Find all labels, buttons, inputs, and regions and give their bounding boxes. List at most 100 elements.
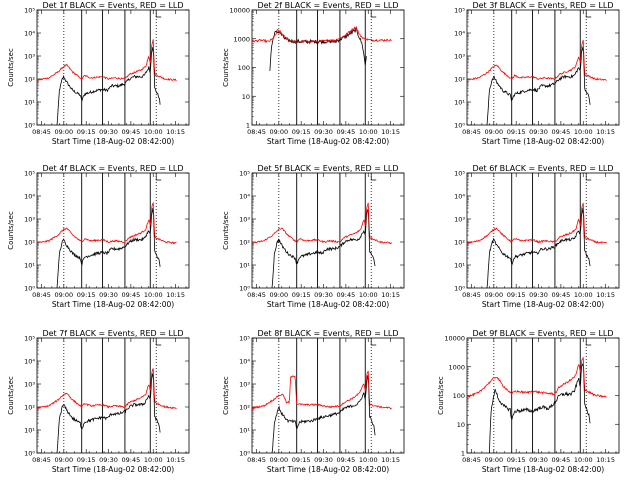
y-tick-label: 10³ (454, 53, 465, 61)
y-tick-label: 10¹ (239, 427, 250, 435)
y-tick-label: 10⁵ (454, 170, 465, 178)
x-tick-label: 09:15 (292, 291, 311, 299)
x-tick-label: 08:45 (32, 128, 51, 136)
x-tick-label: 09:15 (292, 456, 311, 464)
x-tick-label: 08:45 (462, 291, 481, 299)
y-tick-label: 1 (246, 122, 250, 130)
x-axis-label: Start Time (18-Aug-02 08:42:00) (52, 137, 174, 146)
chart-title: Det 8f BLACK = Events, RED = LLD (257, 329, 398, 338)
x-tick-label: 09:00 (484, 128, 503, 136)
y-tick-label: 10⁵ (24, 335, 35, 343)
x-tick-label: 10:15 (381, 456, 400, 464)
y-tick-label: 10⁰ (239, 285, 250, 293)
y-tick-label: 10⁴ (24, 30, 35, 38)
plot-frame (466, 172, 620, 289)
series-lld-red (252, 25, 392, 44)
interval-bracket (585, 173, 592, 181)
x-tick-label: 09:15 (507, 128, 526, 136)
chart-title: Det 9f BLACK = Events, RED = LLD (472, 329, 613, 338)
y-axis-label: Counts/sec (7, 376, 15, 415)
y-tick-label: 10² (24, 404, 35, 412)
series-events-black (56, 46, 161, 125)
series-lld-red (37, 39, 177, 82)
y-tick-label: 10³ (24, 216, 35, 224)
y-tick-label: 100 (453, 392, 465, 400)
x-tick-label: 09:30 (314, 128, 333, 136)
y-axis-label: Counts/sec (222, 211, 230, 250)
interval-bracket (370, 338, 377, 346)
plot-frame (466, 9, 620, 126)
x-axis-label: Start Time (18-Aug-02 08:42:00) (482, 137, 604, 146)
y-tick-label: 10² (24, 239, 35, 247)
y-tick-label: 10⁵ (239, 170, 250, 178)
y-tick-label: 10³ (454, 216, 465, 224)
x-axis-label: Start Time (18-Aug-02 08:42:00) (52, 300, 174, 309)
x-tick-label: 08:45 (247, 456, 266, 464)
x-tick-label: 09:45 (552, 128, 571, 136)
x-tick-label: 09:45 (552, 291, 571, 299)
chart-title: Det 3f BLACK = Events, RED = LLD (472, 1, 613, 10)
x-tick-label: 09:45 (122, 456, 141, 464)
x-tick-label: 09:30 (529, 291, 548, 299)
y-tick-label: 10² (454, 76, 465, 84)
y-tick-label: 10⁵ (24, 170, 35, 178)
x-tick-label: 09:30 (314, 291, 333, 299)
y-axis-label: Counts/sec (222, 48, 230, 87)
y-tick-label: 10² (24, 76, 35, 84)
y-tick-label: 10000 (229, 7, 250, 15)
y-tick-label: 10⁰ (239, 450, 250, 458)
series-events-black (271, 208, 376, 288)
x-tick-label: 09:45 (122, 291, 141, 299)
x-tick-label: 08:45 (462, 128, 481, 136)
y-tick-label: 1000 (233, 35, 250, 43)
y-tick-label: 10¹ (454, 262, 465, 270)
y-tick-label: 10⁴ (24, 358, 35, 366)
series-lld-red (467, 202, 607, 245)
x-tick-label: 09:30 (314, 456, 333, 464)
y-tick-label: 10¹ (239, 262, 250, 270)
series-lld-red (467, 357, 607, 399)
interval-bracket (155, 338, 162, 346)
y-tick-label: 10² (239, 404, 250, 412)
series-lld-red (252, 370, 392, 410)
y-tick-label: 10³ (24, 53, 35, 61)
plot-frame (251, 337, 405, 454)
x-tick-label: 09:45 (337, 456, 356, 464)
x-tick-label: 10:00 (144, 128, 163, 136)
x-axis-label: Start Time (18-Aug-02 08:42:00) (482, 300, 604, 309)
x-tick-label: 09:00 (54, 456, 73, 464)
y-axis-label: Counts/sec (7, 48, 15, 87)
plot-frame (36, 337, 190, 454)
x-tick-label: 09:00 (484, 291, 503, 299)
y-tick-label: 10⁵ (24, 7, 35, 15)
y-tick-label: 10³ (239, 381, 250, 389)
y-tick-label: 10⁴ (239, 358, 250, 366)
y-tick-label: 10⁰ (24, 450, 35, 458)
chart-title: Det 2f BLACK = Events, RED = LLD (257, 1, 398, 10)
x-tick-label: 09:45 (552, 456, 571, 464)
interval-bracket (585, 338, 592, 346)
x-tick-label: 10:00 (359, 291, 378, 299)
x-axis-label: Start Time (18-Aug-02 08:42:00) (267, 465, 389, 474)
x-tick-label: 09:15 (77, 128, 96, 136)
chart-title: Det 4f BLACK = Events, RED = LLD (42, 164, 183, 173)
y-tick-label: 10¹ (24, 427, 35, 435)
series-lld-red (37, 368, 177, 410)
y-tick-label: 100 (238, 64, 250, 72)
y-axis-label: Counts/sec (437, 376, 445, 415)
y-tick-label: 10³ (24, 381, 35, 389)
x-tick-label: 09:00 (269, 128, 288, 136)
y-tick-label: 10¹ (24, 99, 35, 107)
chart-title: Det 7f BLACK = Events, RED = LLD (42, 329, 183, 338)
y-tick-label: 10⁵ (454, 7, 465, 15)
x-axis-label: Start Time (18-Aug-02 08:42:00) (267, 137, 389, 146)
x-tick-label: 08:45 (32, 291, 51, 299)
x-axis-label: Start Time (18-Aug-02 08:42:00) (267, 300, 389, 309)
plot-frame (36, 172, 190, 289)
plot-frame (36, 9, 190, 126)
y-tick-label: 10⁴ (239, 193, 250, 201)
